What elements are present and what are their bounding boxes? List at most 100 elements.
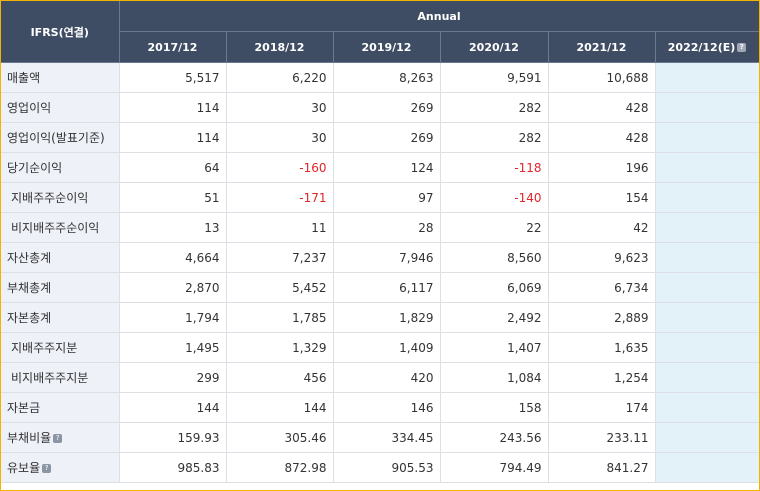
value-cell: 1,495 [119, 332, 227, 363]
value-cell: 905.53 [333, 452, 441, 483]
table-row: 부채비율? 159.93 305.46 334.45 243.56 233.11 [1, 422, 759, 453]
value-cell: 9,623 [548, 242, 656, 273]
row-label: 비지배주주지분 [11, 371, 89, 385]
value-cell: 7,946 [333, 242, 441, 273]
column-header-label: 2020/12 [469, 40, 519, 54]
value-cell: 1,794 [119, 302, 227, 333]
value-cell: 5,452 [226, 272, 334, 303]
value-cell: 1,084 [440, 362, 549, 393]
row-label: 영업이익 [7, 101, 52, 115]
column-header-label: 2017/12 [147, 40, 198, 54]
table-row: 비지배주주지분 299 456 420 1,084 1,254 [1, 362, 759, 393]
table-row: 영업이익 114 30 269 282 428 [1, 92, 759, 123]
value-cell: 299 [119, 362, 227, 393]
question-mark-icon[interactable]: ? [737, 43, 747, 52]
value-cell: 841.27 [548, 452, 656, 483]
value-cell: 1,254 [548, 362, 656, 393]
row-label: 유보율 [7, 461, 41, 475]
value-cell: 2,870 [119, 272, 227, 303]
row-label: 매출액 [7, 71, 41, 85]
row-label-cell: 영업이익(발표기준) [1, 122, 120, 153]
estimate-cell [655, 62, 759, 93]
value-cell: 42 [548, 212, 656, 243]
value-cell: 30 [226, 122, 334, 153]
value-cell: 97 [333, 182, 441, 213]
value-cell: 114 [119, 122, 227, 153]
value-cell: 6,069 [440, 272, 549, 303]
value-cell: 456 [226, 362, 334, 393]
value-cell: 174 [548, 392, 656, 423]
table-row: 매출액 5,517 6,220 8,263 9,591 10,688 [1, 62, 759, 93]
column-header-row: 2017/12 2018/12 2019/12 2020/12 2021/12 2022/… [1, 31, 759, 63]
value-cell: 794.49 [440, 452, 549, 483]
column-header-4: 2021/12 [548, 31, 656, 63]
value-cell: 6,734 [548, 272, 656, 303]
table-row: 자본금 144 144 146 158 174 [1, 392, 759, 423]
value-cell: 6,117 [333, 272, 441, 303]
value-cell: 124 [333, 152, 441, 183]
row-label: 자산총계 [7, 251, 52, 265]
column-header-label: 2022/12(E) [667, 40, 736, 54]
row-label-cell: 비지배주주지분 [1, 362, 120, 393]
row-label-cell: 부채비율? [1, 422, 120, 453]
value-cell: 1,409 [333, 332, 441, 363]
table-corner-header: IFRS(연결) [1, 1, 120, 63]
estimate-cell [655, 242, 759, 273]
question-mark-icon[interactable]: ? [53, 434, 63, 443]
value-cell: 1,829 [333, 302, 441, 333]
estimate-cell [655, 92, 759, 123]
row-label: 당기순이익 [7, 161, 63, 175]
value-cell: 985.83 [119, 452, 227, 483]
value-cell: 8,560 [440, 242, 549, 273]
estimate-cell [655, 332, 759, 363]
question-mark-icon[interactable]: ? [42, 464, 52, 473]
value-cell: 11 [226, 212, 334, 243]
value-cell: 1,785 [226, 302, 334, 333]
table-row: 유보율? 985.83 872.98 905.53 794.49 841.27 [1, 452, 759, 483]
value-cell: 146 [333, 392, 441, 423]
value-cell: 114 [119, 92, 227, 123]
table-row: 비지배주주순이익 13 11 28 22 42 [1, 212, 759, 243]
annual-header: Annual [119, 1, 759, 32]
value-cell: 159.93 [119, 422, 227, 453]
column-header-label: 2018/12 [254, 40, 305, 54]
value-cell: 13 [119, 212, 227, 243]
column-header-label: 2019/12 [361, 40, 412, 54]
value-cell: 30 [226, 92, 334, 123]
table-row: 영업이익(발표기준) 114 30 269 282 428 [1, 122, 759, 153]
row-label-cell: 매출액 [1, 62, 120, 93]
row-label: 영업이익(발표기준) [7, 131, 105, 145]
value-cell: 22 [440, 212, 549, 243]
value-cell: 154 [548, 182, 656, 213]
value-cell: 64 [119, 152, 227, 183]
estimate-cell [655, 422, 759, 453]
value-cell: 1,329 [226, 332, 334, 363]
estimate-cell [655, 302, 759, 333]
row-label-cell: 당기순이익 [1, 152, 120, 183]
column-header-2: 2019/12 [333, 31, 441, 63]
value-cell: 4,664 [119, 242, 227, 273]
value-cell: 428 [548, 92, 656, 123]
row-label: 지배주주지분 [11, 341, 78, 355]
table-row: 지배주주순이익 51 -171 97 -140 154 [1, 182, 759, 213]
column-header-1: 2018/12 [226, 31, 334, 63]
value-cell: 305.46 [226, 422, 334, 453]
value-cell: 269 [333, 122, 441, 153]
value-cell: 158 [440, 392, 549, 423]
row-label: 비지배주주순이익 [11, 221, 100, 235]
value-cell: 1,635 [548, 332, 656, 363]
value-cell: 28 [333, 212, 441, 243]
row-label-cell: 지배주주순이익 [1, 182, 120, 213]
value-cell: 9,591 [440, 62, 549, 93]
value-cell: -171 [226, 182, 334, 213]
value-cell: 243.56 [440, 422, 549, 453]
estimate-cell [655, 122, 759, 153]
value-cell: 51 [119, 182, 227, 213]
column-header-5: 2022/12(E)? [655, 31, 759, 63]
row-label-cell: 자산총계 [1, 242, 120, 273]
estimate-cell [655, 452, 759, 483]
row-label-cell: 부채총계 [1, 272, 120, 303]
table-body: 매출액 5,517 6,220 8,263 9,591 10,688 영업이익 114 30 26… [1, 62, 759, 483]
row-label: 자본금 [7, 401, 41, 415]
